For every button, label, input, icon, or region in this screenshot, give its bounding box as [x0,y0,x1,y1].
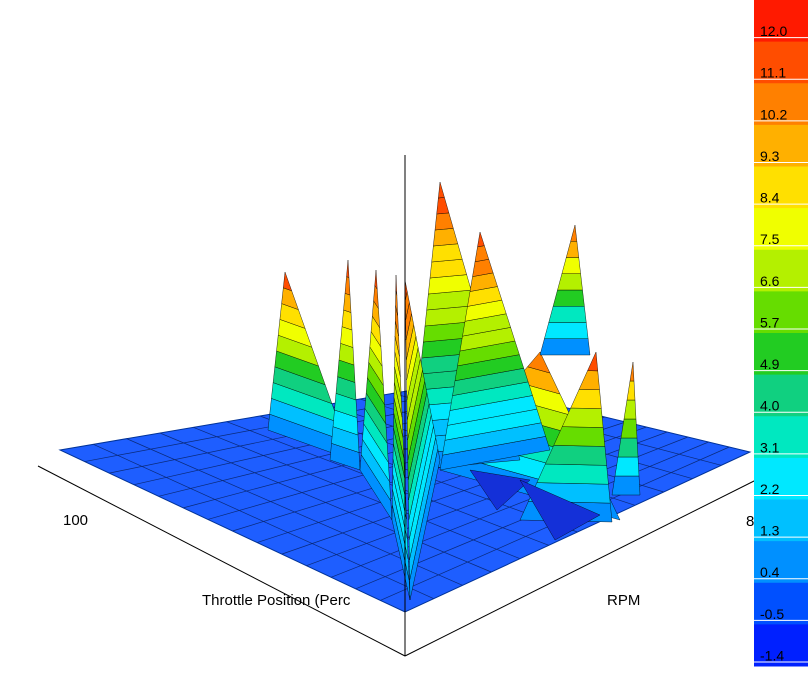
surface-band [343,293,352,313]
surface-band [344,276,351,296]
surface-band [548,306,587,323]
surface-dip [519,479,601,541]
surface-dip [469,469,531,511]
surface-band [552,289,585,307]
surface-band [611,475,641,496]
colorbar: 12.0 11.1 10.2 9.3 8.4 7.5 6.6 5.7 4.9 4.0 3.1 2.2 1… [754,0,808,667]
y-axis-label: RPM [607,592,640,609]
colorbar-band [754,624,808,667]
surface-band [539,338,591,356]
colorbar-label: 6.6 [760,273,780,289]
surface-band [374,269,378,290]
surface-band [395,274,398,296]
surface-band [536,463,609,485]
colorbar-label: 4.0 [760,398,780,414]
colorbar-band [754,582,808,625]
surface-band [623,399,637,420]
surface-band [587,351,598,372]
surface-band [438,181,445,199]
colorbar-band [754,333,808,376]
surface-band [620,418,638,439]
surface-band [557,273,583,291]
colorbar-band [754,416,808,459]
x-axis-label: Throttle Position (Perc [202,592,351,609]
surface-band [431,243,463,263]
colorbar-band [754,124,808,167]
colorbar-label: 5.7 [760,314,780,330]
colorbar-label: 2.2 [760,481,780,497]
surface-band [283,271,293,292]
surface-band [346,259,350,278]
surface-band [561,257,581,274]
floor-grid-line [93,444,434,599]
colorbar-band [754,249,808,292]
colorbar-band [754,41,808,84]
surface-band [570,224,578,242]
right-axis [404,477,761,657]
floor-grid-line [159,432,492,573]
surface-band [565,241,579,258]
surface-band [434,212,454,231]
colorbar-label: -1.4 [760,647,784,663]
colorbar-label: 12.0 [760,23,787,39]
surface-patches [267,181,641,601]
surface-band [629,361,635,382]
colorbar-label: 7.5 [760,231,780,247]
surface-band [429,259,467,279]
colorbar-label: 4.9 [760,356,780,372]
surface-band [527,351,551,374]
x-axis-tick-label: 100 [63,512,88,529]
colorbar-band [754,499,808,542]
surface-band [545,445,607,466]
colorbar-label: 11.1 [760,65,786,81]
colorbar-band [754,0,808,43]
surface-band [436,197,450,215]
colorbar-band [754,83,808,126]
colorbar-label: 10.2 [760,106,787,122]
colorbar-band [754,374,808,417]
colorbar-label: 1.3 [760,523,780,539]
surface-band [544,322,589,339]
surface-band [477,231,485,248]
colorbar-label: 0.4 [760,564,780,580]
axes [37,155,761,657]
colorbar-label: -0.5 [760,606,784,622]
surface-band [433,228,459,247]
surface-band [626,380,636,401]
surface-band [570,389,602,409]
left-axis [37,465,406,657]
surface-band [474,245,490,262]
colorbar-band [754,541,808,584]
colorbar-label: 9.3 [760,148,780,164]
surface-band [553,426,606,447]
colorbar-band [754,457,808,500]
colorbar-label: 3.1 [760,439,780,455]
surface-band [578,370,600,390]
colorbar-band [754,208,808,251]
colorbar-label: 8.4 [760,190,780,206]
surface-band [341,309,353,331]
surface-band [614,456,640,477]
colorbar-band [754,291,808,334]
surface-band [617,437,639,458]
colorbar-band [754,166,808,209]
floor-grid-line [193,427,521,559]
